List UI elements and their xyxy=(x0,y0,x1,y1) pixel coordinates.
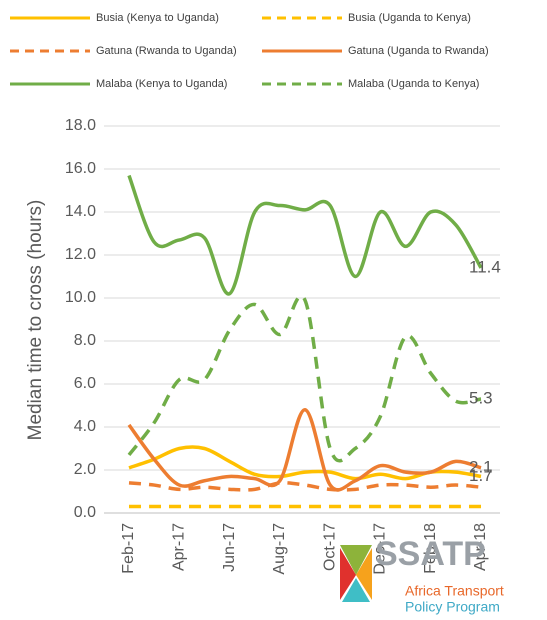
y-tick-label: 18.0 xyxy=(65,117,96,134)
x-tick-label: Apr-18 xyxy=(472,523,489,571)
x-tick-label: Feb-17 xyxy=(120,523,137,574)
y-tick-label: 4.0 xyxy=(74,418,96,435)
series-line xyxy=(127,174,483,296)
legend-label: Malaba (Kenya to Uganda) xyxy=(96,78,227,90)
y-tick-label: 0.0 xyxy=(74,504,96,521)
x-tick-label: Aug-17 xyxy=(271,523,288,575)
legend-label: Gatuna (Uganda to Rwanda) xyxy=(348,45,489,57)
series-line xyxy=(127,294,482,463)
logo: SSATP Africa Transport Policy Program xyxy=(340,535,504,615)
data-label: 1.7 xyxy=(469,466,493,485)
logo-shape xyxy=(356,548,372,600)
legend-label: Gatuna (Rwanda to Uganda) xyxy=(96,45,237,57)
y-tick-label: 2.0 xyxy=(74,461,96,478)
x-tick-label: Dec-17 xyxy=(372,523,389,575)
logo-shape xyxy=(340,545,372,575)
logo-line: Policy Program xyxy=(405,599,500,615)
logo-name: SSATP xyxy=(375,535,486,573)
legend-label: Busia (Uganda to Kenya) xyxy=(348,12,471,24)
legend-label: Busia (Kenya to Uganda) xyxy=(96,12,219,24)
data-label: 11.4 xyxy=(469,257,501,276)
x-tick-label: Feb-18 xyxy=(422,523,439,574)
y-tick-label: 16.0 xyxy=(65,160,96,177)
x-tick-label: Oct-17 xyxy=(321,523,338,571)
legend-label: Malaba (Uganda to Kenya) xyxy=(348,78,479,90)
x-tick-label: Jun-17 xyxy=(221,523,238,572)
series-line xyxy=(127,408,482,492)
x-tick-label: Apr-17 xyxy=(171,523,188,571)
y-tick-label: 6.0 xyxy=(74,375,96,392)
logo-line: Africa Transport xyxy=(405,583,504,599)
y-tick-label: 14.0 xyxy=(65,203,96,220)
data-label: 5.3 xyxy=(469,389,493,408)
y-axis-label: Median time to cross (hours) xyxy=(25,200,46,441)
logo-shape xyxy=(342,578,370,602)
y-tick-label: 12.0 xyxy=(65,246,96,263)
y-tick-label: 10.0 xyxy=(65,289,96,306)
data-label: 2.1 xyxy=(469,457,493,476)
y-tick-label: 8.0 xyxy=(74,332,96,349)
logo-shape xyxy=(340,548,356,600)
